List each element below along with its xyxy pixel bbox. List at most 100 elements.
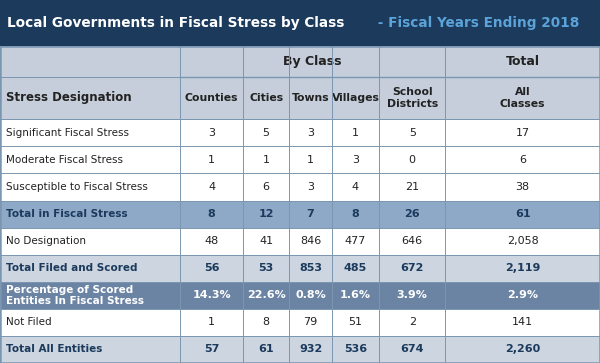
Bar	[180, 77, 243, 119]
Text: 5: 5	[263, 128, 269, 138]
Bar	[0, 228, 180, 255]
Text: Towns: Towns	[292, 93, 329, 103]
Bar	[445, 336, 600, 363]
Text: 8: 8	[263, 317, 269, 327]
Text: 8: 8	[352, 209, 359, 219]
Text: No Designation: No Designation	[6, 236, 86, 246]
Bar	[445, 77, 600, 119]
Text: 61: 61	[258, 344, 274, 354]
Text: 41: 41	[259, 236, 273, 246]
Text: 1: 1	[263, 155, 269, 165]
Text: 0.8%: 0.8%	[295, 290, 326, 300]
Bar	[180, 336, 243, 363]
Text: - Fiscal Years Ending 2018: - Fiscal Years Ending 2018	[373, 16, 580, 30]
Bar	[180, 255, 243, 282]
Bar	[289, 255, 332, 282]
Bar	[243, 119, 289, 146]
Text: 51: 51	[349, 317, 362, 327]
Text: 1: 1	[208, 155, 215, 165]
Text: 2,058: 2,058	[507, 236, 538, 246]
Bar	[445, 146, 600, 174]
Bar	[332, 228, 379, 255]
Bar	[0, 146, 180, 174]
Text: 61: 61	[515, 209, 530, 219]
Text: 2: 2	[409, 317, 416, 327]
Bar	[0, 309, 180, 336]
Bar	[0, 282, 180, 309]
Text: Moderate Fiscal Stress: Moderate Fiscal Stress	[6, 155, 123, 165]
Bar	[180, 228, 243, 255]
Bar	[243, 228, 289, 255]
Bar	[445, 119, 600, 146]
Bar	[332, 77, 379, 119]
Text: 14.3%: 14.3%	[192, 290, 231, 300]
Bar	[243, 146, 289, 174]
Text: 4: 4	[352, 182, 359, 192]
Text: By Class: By Class	[283, 55, 342, 68]
Text: 846: 846	[300, 236, 321, 246]
Bar	[0, 336, 180, 363]
Text: 21: 21	[405, 182, 419, 192]
Bar	[379, 146, 445, 174]
Bar	[0, 200, 180, 228]
Text: 932: 932	[299, 344, 322, 354]
Bar	[289, 174, 332, 200]
Bar	[332, 174, 379, 200]
Bar	[332, 146, 379, 174]
Text: 3: 3	[307, 128, 314, 138]
Text: 672: 672	[401, 263, 424, 273]
Bar	[332, 309, 379, 336]
Bar	[379, 228, 445, 255]
Bar	[289, 309, 332, 336]
Text: 3: 3	[307, 182, 314, 192]
Text: 53: 53	[259, 263, 274, 273]
Text: 8: 8	[208, 209, 215, 219]
Bar	[445, 174, 600, 200]
Text: 6: 6	[263, 182, 269, 192]
Text: 48: 48	[205, 236, 218, 246]
Bar	[180, 309, 243, 336]
Bar	[379, 174, 445, 200]
Text: Not Filed: Not Filed	[6, 317, 52, 327]
Bar	[180, 146, 243, 174]
Text: 12: 12	[259, 209, 274, 219]
Text: 1: 1	[208, 317, 215, 327]
Text: Significant Fiscal Stress: Significant Fiscal Stress	[6, 128, 129, 138]
Bar	[243, 282, 289, 309]
Text: 1: 1	[307, 155, 314, 165]
Bar	[289, 119, 332, 146]
Text: 57: 57	[204, 344, 219, 354]
Text: 5: 5	[409, 128, 416, 138]
Text: 141: 141	[512, 317, 533, 327]
Text: 536: 536	[344, 344, 367, 354]
Text: 1: 1	[352, 128, 359, 138]
Bar	[180, 282, 243, 309]
Bar	[243, 336, 289, 363]
Text: 0: 0	[409, 155, 416, 165]
Bar	[289, 228, 332, 255]
Bar	[180, 200, 243, 228]
Text: Total All Entities: Total All Entities	[6, 344, 103, 354]
Text: School
Districts: School Districts	[386, 87, 438, 109]
Bar	[445, 309, 600, 336]
Bar	[243, 255, 289, 282]
Text: 2,119: 2,119	[505, 263, 540, 273]
Text: 56: 56	[204, 263, 219, 273]
Text: 17: 17	[515, 128, 530, 138]
Text: Stress Designation: Stress Designation	[6, 91, 131, 105]
Bar	[0, 174, 180, 200]
Text: 2,260: 2,260	[505, 344, 540, 354]
Bar	[0, 255, 180, 282]
Bar	[180, 46, 445, 77]
Text: 3: 3	[208, 128, 215, 138]
Text: 79: 79	[304, 317, 317, 327]
Bar	[243, 77, 289, 119]
Bar	[289, 200, 332, 228]
Bar	[0, 46, 180, 77]
Text: Counties: Counties	[185, 93, 238, 103]
Bar	[289, 336, 332, 363]
Text: Cities: Cities	[249, 93, 283, 103]
Text: Total in Fiscal Stress: Total in Fiscal Stress	[6, 209, 128, 219]
Bar	[332, 336, 379, 363]
Bar	[445, 228, 600, 255]
